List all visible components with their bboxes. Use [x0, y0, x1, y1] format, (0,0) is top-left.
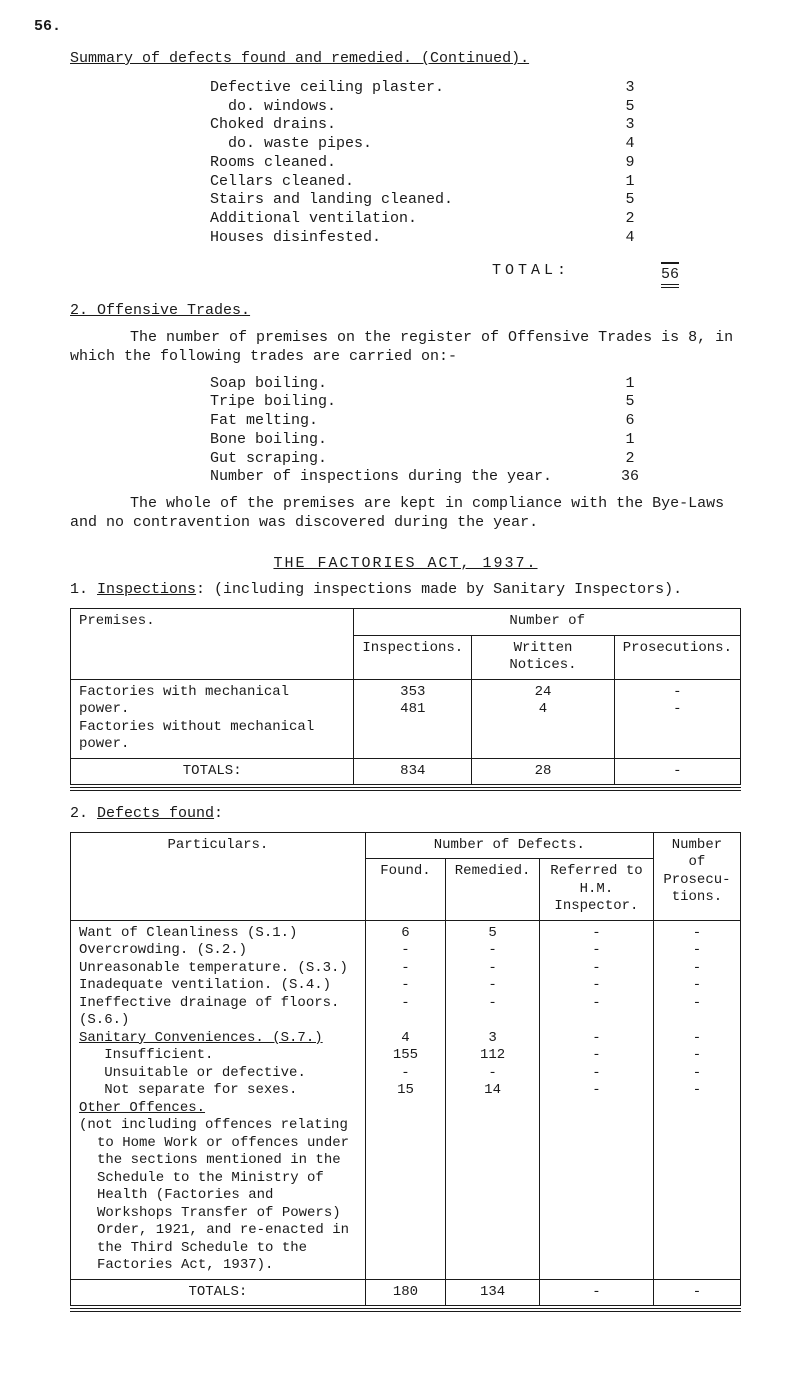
defects-found-heading: 2. Defects found: — [70, 805, 741, 824]
defect-row: do. windows.5 — [210, 98, 741, 117]
trade-row: Number of inspections during the year.36 — [210, 468, 741, 487]
trade-row: Soap boiling.1 — [210, 375, 741, 394]
totals-row: TOTALS: 834 28 - — [71, 758, 741, 785]
col-referred: Referred to H.M. Inspector. — [539, 859, 653, 921]
offensive-trades-intro: The number of premises on the register o… — [70, 329, 741, 367]
offensive-trades-footer: The whole of the premises are kept in co… — [70, 495, 741, 533]
col-prosecutions: Prosecutions. — [614, 635, 740, 679]
defects-table: Particulars. Number of Defects. Number o… — [70, 832, 741, 1307]
factories-act-title: THE FACTORIES ACT, 1937. — [70, 555, 741, 574]
col-premises: Premises. — [71, 609, 354, 680]
defect-row: do. waste pipes.4 — [210, 135, 741, 154]
inspections-line: 1. Inspections: (including inspections m… — [70, 581, 741, 600]
total-row: TOTAL: 56 — [210, 262, 741, 289]
divider — [70, 1308, 741, 1312]
summary-title: Summary of defects found and remedied. (… — [70, 50, 741, 69]
col-number-of-defects: Number of Defects. — [365, 832, 653, 859]
offensive-trades-heading: 2. Offensive Trades. — [70, 302, 741, 321]
col-notices: Written Notices. — [472, 635, 615, 679]
totals-row: TOTALS: 180 134 - - — [71, 1279, 741, 1306]
trade-row: Tripe boiling.5 — [210, 393, 741, 412]
col-remedied: Remedied. — [446, 859, 540, 921]
table-body-row: Want of Cleanliness (S.1.) Overcrowding.… — [71, 920, 741, 1279]
defect-row: Additional ventilation.2 — [210, 210, 741, 229]
trade-row: Fat melting.6 — [210, 412, 741, 431]
defect-row: Rooms cleaned.9 — [210, 154, 741, 173]
defect-row: Houses disinfested.4 — [210, 229, 741, 248]
inspections-table: Premises. Number of Inspections. Written… — [70, 608, 741, 785]
page-number: 56. — [34, 18, 61, 37]
table-row: Factories with mechanical power.Factorie… — [71, 679, 741, 758]
col-number-of: Number of — [354, 609, 741, 636]
defect-row: Stairs and landing cleaned.5 — [210, 191, 741, 210]
divider — [70, 787, 741, 791]
col-found: Found. — [365, 859, 445, 921]
defect-row: Cellars cleaned.1 — [210, 173, 741, 192]
trade-row: Bone boiling.1 — [210, 431, 741, 450]
other-offences-note: (not including offences relating to Home… — [79, 1117, 357, 1275]
trade-row: Gut scraping.2 — [210, 450, 741, 469]
defect-row: Defective ceiling plaster.3 — [210, 79, 741, 98]
defect-row: Choked drains.3 — [210, 116, 741, 135]
col-prosecutions: Number of Prosecu- tions. — [653, 832, 740, 920]
col-particulars: Particulars. — [71, 832, 366, 920]
col-inspections: Inspections. — [354, 635, 472, 679]
